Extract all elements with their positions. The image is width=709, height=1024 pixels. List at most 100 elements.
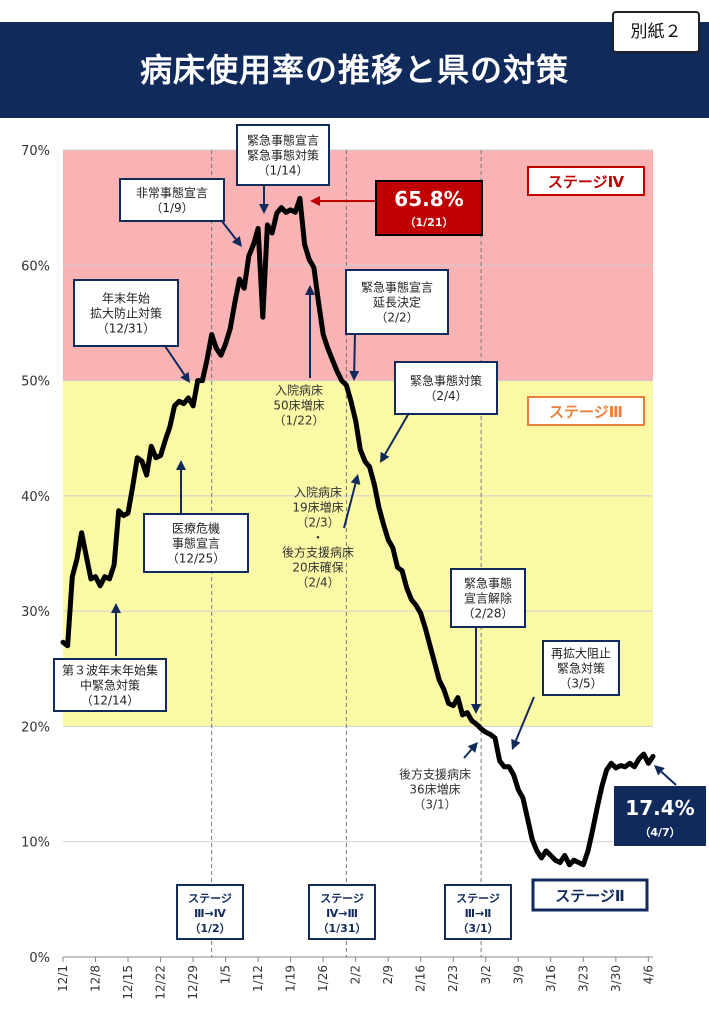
svg-text:（1/22）: （1/22）: [274, 414, 325, 428]
svg-text:中緊急対策: 中緊急対策: [80, 678, 140, 693]
svg-text:（12/31）: （12/31）: [97, 322, 156, 336]
peak-callout: 65.8% （1/21）: [375, 180, 483, 236]
svg-text:年末年始: 年末年始: [102, 292, 150, 306]
y-tick-label: 10%: [21, 836, 50, 851]
svg-text:非常事態宣言: 非常事態宣言: [136, 185, 208, 200]
stage3-label: ステージⅢ: [527, 396, 645, 426]
svg-text:入院病床: 入院病床: [275, 383, 323, 398]
svg-text:ステージ: ステージ: [188, 892, 232, 905]
annotation-arrow: [176, 460, 186, 513]
svg-text:Ⅲ→Ⅳ: Ⅲ→Ⅳ: [194, 907, 227, 920]
x-tick-label: 3/9: [511, 965, 525, 984]
annotation-arrow: [220, 219, 242, 247]
appendix-badge: 別紙２: [612, 11, 700, 53]
svg-text:ステージⅢ: ステージⅢ: [549, 403, 623, 421]
svg-text:Ⅲ→Ⅱ: Ⅲ→Ⅱ: [465, 907, 492, 920]
x-tick-label: 1/19: [284, 965, 298, 992]
annotation-arrow: [111, 603, 121, 656]
svg-text:（3/1）: （3/1）: [457, 922, 498, 935]
svg-text:（2/4）: （2/4）: [424, 389, 467, 403]
svg-text:ステージⅣ: ステージⅣ: [548, 173, 625, 191]
svg-text:入院病床: 入院病床: [294, 485, 342, 500]
svg-text:緊急事態宣言: 緊急事態宣言: [247, 133, 319, 148]
x-tick-label: 1/26: [316, 965, 330, 992]
latest-arrow: [654, 765, 677, 786]
svg-text:医療危機: 医療危機: [172, 521, 220, 536]
svg-text:ステージⅡ: ステージⅡ: [555, 887, 625, 905]
svg-text:事態宣言: 事態宣言: [172, 536, 220, 551]
x-tick-label: 3/16: [544, 965, 558, 992]
x-tick-label: 4/6: [641, 965, 655, 984]
x-tick-label: 3/2: [479, 965, 493, 984]
x-tick-label: 12/8: [89, 965, 103, 992]
svg-text:（12/25）: （12/25）: [167, 552, 226, 566]
svg-text:緊急対策: 緊急対策: [557, 661, 605, 676]
y-tick-label: 20%: [21, 720, 50, 735]
stage-transition-label: ステージ Ⅳ→Ⅲ （1/31）: [308, 884, 376, 940]
x-tick-label: 12/15: [121, 965, 135, 1000]
annotation-0109: 非常事態宣言（1/9）: [119, 178, 225, 222]
latest-date: （4/7）: [639, 826, 680, 839]
annotation-arrow: [343, 474, 361, 529]
svg-text:（1/2）: （1/2）: [189, 922, 230, 935]
svg-text:拡大防止対策: 拡大防止対策: [90, 306, 162, 321]
y-tick-label: 50%: [21, 375, 50, 390]
y-tick-label: 70%: [21, 144, 50, 159]
svg-text:再拡大阻止: 再拡大阻止: [551, 647, 611, 661]
peak-date: （1/21）: [405, 216, 454, 229]
annotation-arrow: [380, 412, 410, 463]
svg-text:後方支援病床: 後方支援病床: [282, 545, 354, 560]
stage4-label: ステージⅣ: [527, 166, 645, 196]
svg-text:（12/14）: （12/14）: [81, 694, 140, 708]
svg-text:（3/1）: （3/1）: [413, 798, 456, 812]
x-tick-label: 3/30: [609, 965, 623, 992]
svg-text:（2/28）: （2/28）: [463, 607, 514, 621]
svg-text:（2/4）: （2/4）: [296, 576, 339, 590]
svg-text:19床増床: 19床増床: [292, 501, 343, 515]
x-tick-label: 1/5: [219, 965, 233, 984]
annotation-arrow: [164, 345, 190, 383]
svg-text:宣言解除: 宣言解除: [464, 591, 512, 606]
stage-transition-label: ステージ Ⅲ→Ⅱ （3/1）: [444, 884, 512, 940]
series-line: [60, 195, 656, 868]
x-tick-label: 12/22: [154, 965, 168, 1000]
x-tick-label: 2/2: [349, 965, 363, 984]
svg-text:緊急事態対策: 緊急事態対策: [410, 373, 482, 388]
svg-text:延長決定: 延長決定: [373, 295, 421, 310]
svg-text:（2/2）: （2/2）: [375, 311, 418, 325]
annotation-arrow: [259, 186, 269, 214]
svg-text:（1/14）: （1/14）: [258, 164, 309, 178]
svg-text:緊急事態対策: 緊急事態対策: [247, 148, 319, 163]
latest-value: 17.4%: [625, 796, 694, 820]
annotation-arrow: [511, 696, 535, 750]
svg-text:緊急事態宣言: 緊急事態宣言: [361, 280, 433, 295]
y-tick-label: 0%: [29, 951, 50, 966]
x-tick-label: 12/1: [56, 965, 70, 992]
latest-callout: 17.4% （4/7）: [614, 786, 706, 846]
svg-text:50床増床: 50床増床: [273, 399, 324, 413]
x-tick-label: 3/23: [576, 965, 590, 992]
svg-text:Ⅳ→Ⅲ: Ⅳ→Ⅲ: [326, 907, 358, 920]
svg-text:ステージ: ステージ: [456, 892, 500, 905]
peak-value: 65.8%: [394, 187, 463, 211]
svg-text:・: ・: [312, 531, 324, 545]
svg-text:36床増床: 36床増床: [409, 783, 460, 797]
svg-text:後方支援病床: 後方支援病床: [399, 767, 471, 782]
y-tick-label: 60%: [21, 259, 50, 274]
annotation-0204: 緊急事態対策（2/4）: [394, 361, 498, 415]
svg-text:（1/31）: （1/31）: [318, 922, 367, 935]
title-bar: [0, 22, 709, 118]
svg-text:20床確保: 20床確保: [292, 560, 343, 575]
y-tick-label: 40%: [21, 490, 50, 505]
svg-text:第３波年末年始集: 第３波年末年始集: [62, 663, 158, 678]
